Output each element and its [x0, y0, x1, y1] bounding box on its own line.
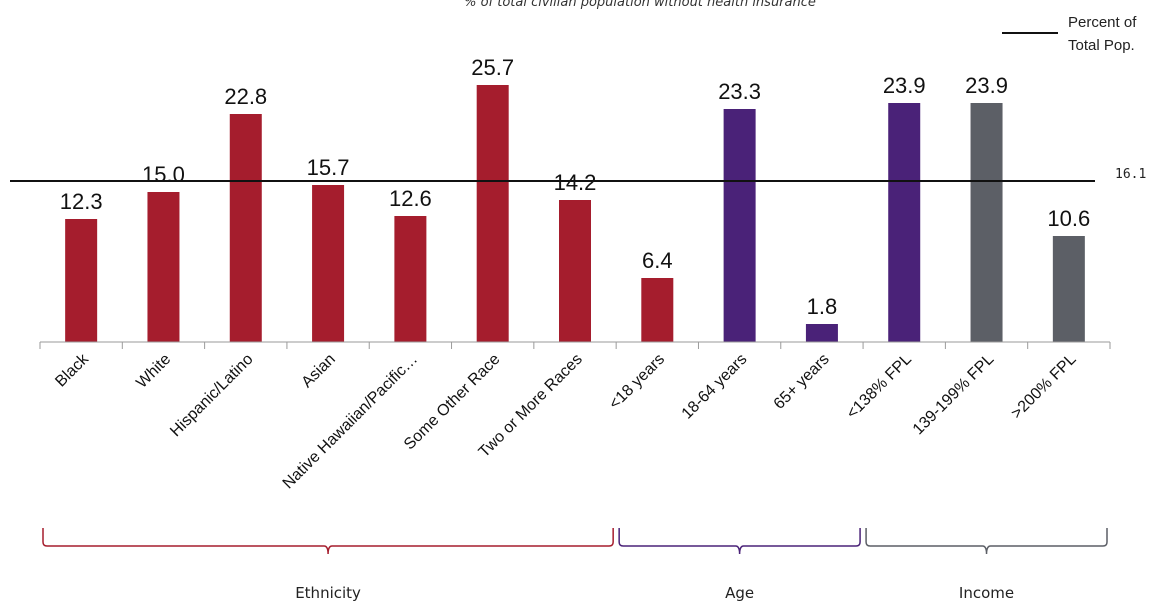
value-label: 15.0 [142, 162, 185, 187]
bar [805, 324, 838, 342]
bar [147, 192, 180, 342]
value-label: 23.9 [965, 73, 1008, 98]
bar [559, 200, 591, 342]
bar [476, 85, 509, 342]
chart-subtitle: % of total civilian population without h… [464, 0, 816, 10]
bars-layer [65, 85, 1085, 342]
value-label: 23.3 [718, 79, 761, 104]
group-bracket [865, 528, 1108, 555]
group-bracket [618, 528, 861, 555]
value-label: 12.3 [60, 189, 103, 214]
legend: Percent of Total Pop. [1002, 14, 1137, 54]
bar [641, 278, 674, 342]
bar [229, 114, 262, 342]
x-tick-label: White [133, 351, 174, 392]
bar [888, 103, 921, 342]
value-label: 25.7 [471, 55, 514, 80]
bar [312, 185, 345, 342]
value-label: 22.8 [224, 84, 267, 109]
group-bracket [42, 528, 614, 555]
legend-label-line1: Percent of [1068, 14, 1137, 31]
group-label: Ethnicity [295, 584, 361, 602]
bar [970, 103, 1003, 342]
bar [1052, 236, 1085, 342]
value-label: 15.7 [307, 155, 350, 180]
x-tick-label: 65+ years [771, 351, 833, 413]
x-tick-label: <138% FPL [844, 351, 916, 423]
x-axis-ticks [39, 342, 1111, 349]
value-label: 6.4 [642, 248, 673, 273]
group-brackets: Ethnicity Age Income [42, 528, 1108, 602]
bar [394, 216, 427, 342]
x-tick-label: Black [52, 350, 92, 390]
x-tick-label: Hispanic/Latino [167, 351, 256, 440]
x-tick-label: 139-199% FPL [910, 351, 998, 439]
value-label: 14.2 [554, 170, 597, 195]
bar [723, 109, 756, 342]
x-tick-label: >200% FPL [1008, 351, 1080, 423]
group-label: Age [725, 584, 754, 602]
value-label: 23.9 [883, 73, 926, 98]
x-tick-label: Asian [299, 351, 339, 391]
legend-label-line2: Total Pop. [1068, 37, 1135, 54]
x-tick-label: <18 years [606, 351, 668, 413]
value-labels-layer: 12.3 15.0 22.8 15.7 12.6 25.7 14.2 6.4 23.3 1.8 23… [60, 55, 1091, 319]
reference-line-label: 16.1 [1115, 167, 1146, 182]
x-tick-label: Native Hawaiian/Pacific… [280, 351, 422, 493]
value-label: 1.8 [807, 294, 838, 319]
value-label: 10.6 [1047, 206, 1090, 231]
group-label: Income [959, 584, 1014, 602]
value-label: 12.6 [389, 186, 432, 211]
bar [65, 219, 98, 342]
x-tick-label: 18-64 years [679, 351, 751, 423]
